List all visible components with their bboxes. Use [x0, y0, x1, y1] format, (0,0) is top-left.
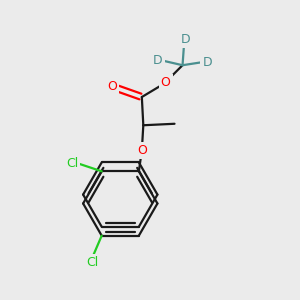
Text: D: D	[153, 54, 163, 67]
Text: D: D	[181, 33, 190, 46]
Text: D: D	[202, 56, 212, 69]
Text: Cl: Cl	[87, 256, 99, 269]
Text: O: O	[107, 80, 117, 93]
Text: Cl: Cl	[66, 158, 78, 170]
Text: O: O	[137, 144, 147, 157]
Text: O: O	[161, 76, 170, 89]
